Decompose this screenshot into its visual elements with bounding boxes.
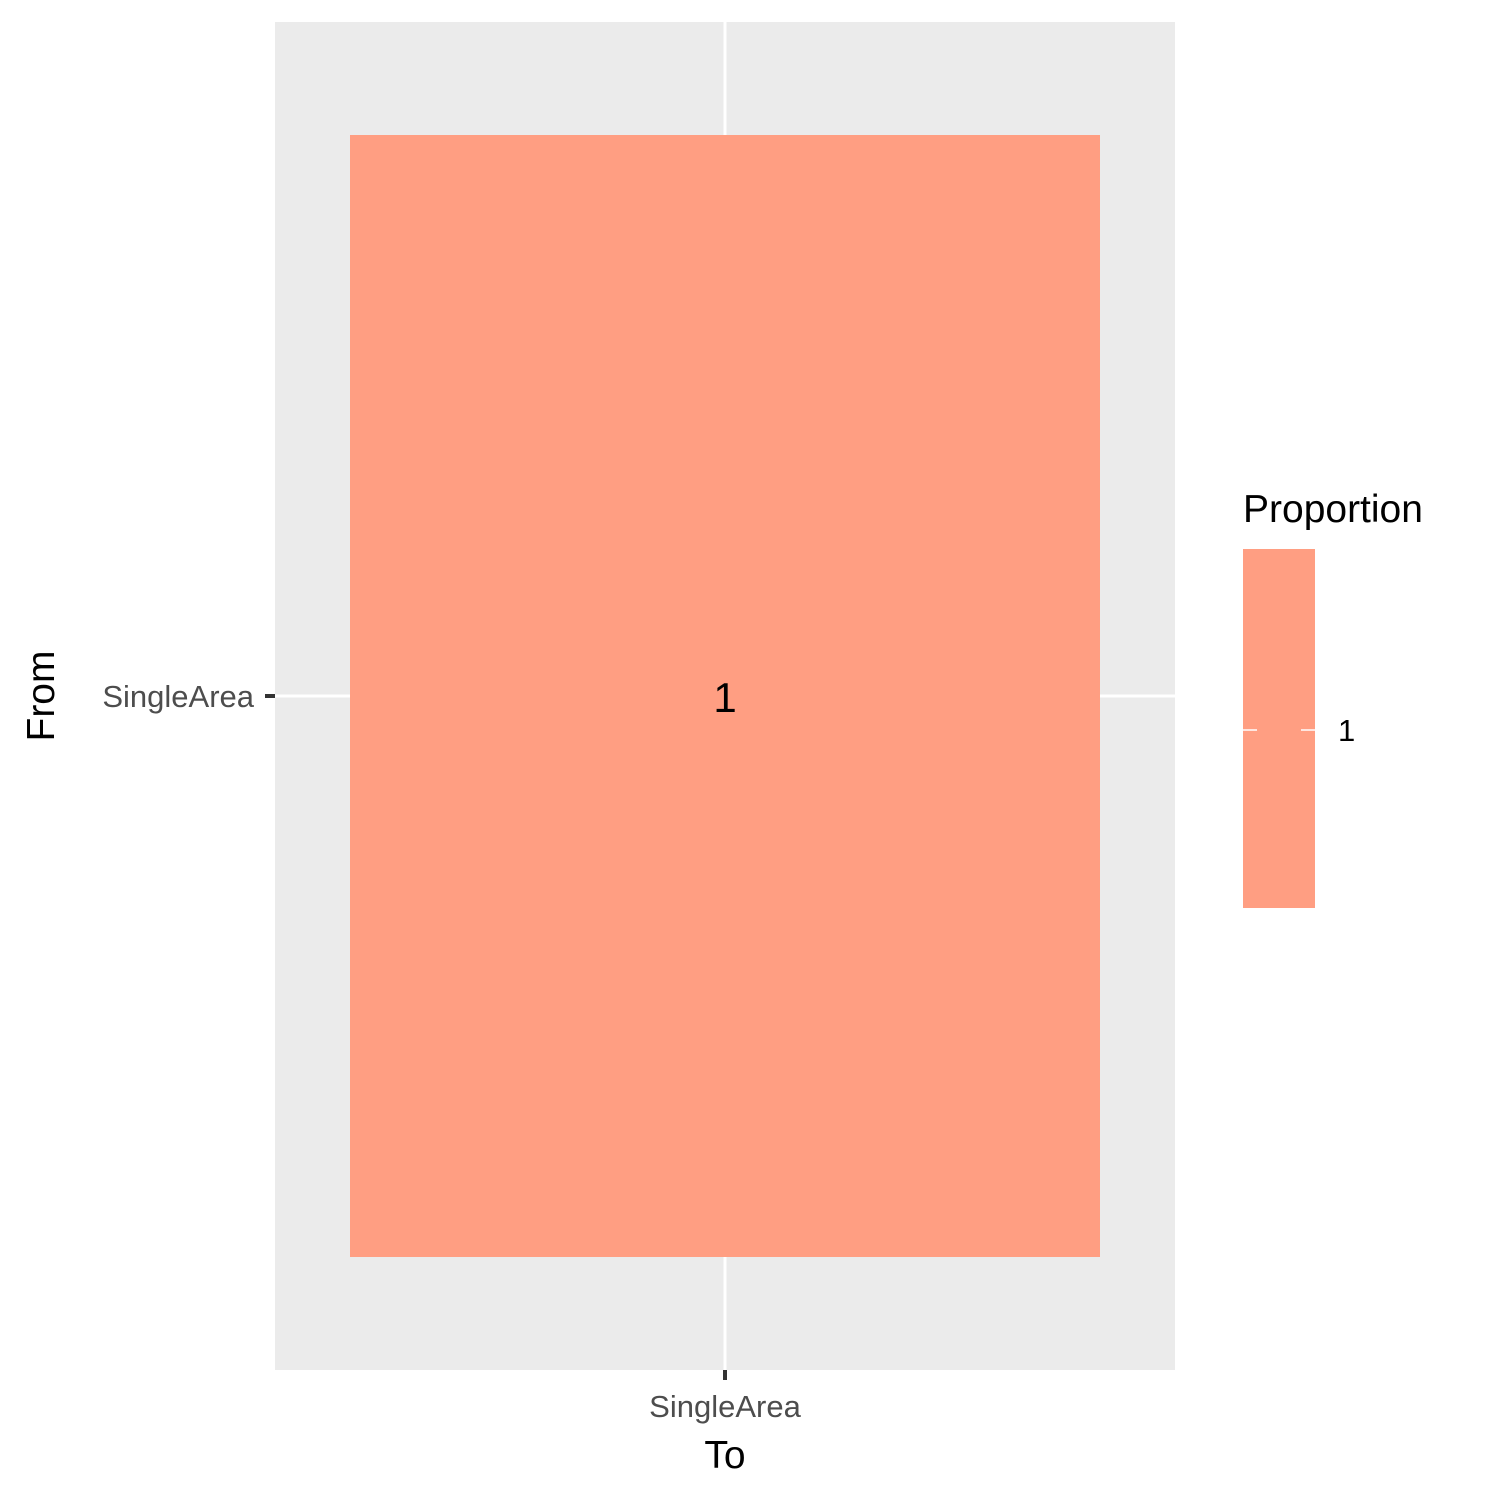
legend-label: 1 [1338, 713, 1355, 748]
x-tick-label: SingleArea [649, 1389, 801, 1424]
y-tick-label: SingleArea [102, 679, 254, 714]
legend-title: Proportion [1243, 488, 1423, 531]
legend-colorbar [1243, 549, 1315, 908]
legend: Proportion 1 [1243, 488, 1423, 908]
heatmap-cells: 1 [350, 135, 1100, 1257]
y-axis-title: From [20, 651, 63, 742]
heatmap-cell [350, 135, 1100, 1257]
axes: SingleArea SingleArea [102, 679, 801, 1424]
x-axis-title: To [704, 1434, 745, 1477]
cell-value-label: 1 [713, 674, 736, 721]
